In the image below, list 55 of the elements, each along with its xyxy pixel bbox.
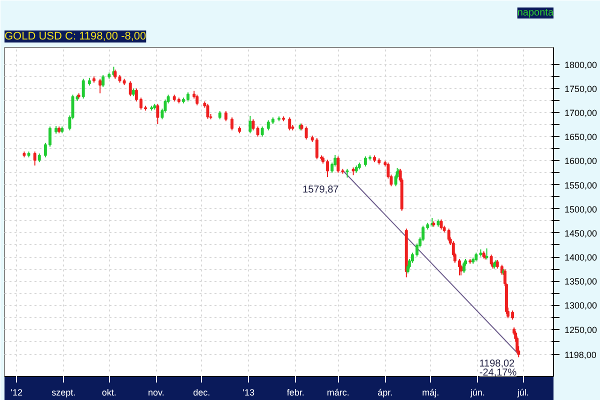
- x-tick-label: jún.: [469, 388, 485, 398]
- y-tick-label: 1450,00: [564, 228, 598, 238]
- candlestick: [206, 103, 210, 120]
- x-tick-label: nov.: [148, 388, 164, 398]
- x-tick-label: '13: [242, 388, 255, 398]
- candlestick: [224, 110, 228, 122]
- y-tick-label: 1250,00: [564, 324, 598, 335]
- candlestick: [114, 69, 117, 80]
- y-tick-label: 1550,00: [564, 180, 598, 190]
- y-tick-label: 1300,00: [564, 300, 598, 311]
- y-tick-label: 1750,00: [564, 84, 598, 94]
- annotation: 1198,02: [479, 358, 516, 370]
- candlestick: [447, 228, 450, 242]
- annotation: 1579,87: [302, 184, 340, 196]
- candlestick: [336, 156, 340, 174]
- y-tick-label: 1500,00: [564, 204, 598, 214]
- candlestick: [440, 218, 443, 230]
- x-tick-label: dec.: [193, 388, 210, 398]
- y-tick-label: 1800,00: [564, 60, 598, 70]
- y-tick-label: 1700,00: [564, 108, 598, 118]
- x-tick-label: '12: [10, 388, 22, 398]
- x-tick-label: okt.: [102, 388, 116, 398]
- x-tick-label: ápr.: [378, 388, 393, 398]
- chart-subtitle: naponta: [517, 8, 554, 18]
- x-tick-label: febr.: [286, 388, 304, 398]
- candlestick: [490, 254, 493, 266]
- candlestick: [33, 151, 36, 166]
- y-tick-label: 1350,00: [564, 276, 598, 287]
- x-tick-label: máj.: [422, 388, 440, 398]
- candlestick: [156, 103, 160, 125]
- y-tick-label: 1650,00: [564, 132, 598, 142]
- candlestick: [315, 138, 318, 160]
- candlestick: [248, 115, 252, 134]
- candlestick: [252, 118, 255, 131]
- candlestick: [82, 78, 85, 100]
- annotation: -24,17%: [479, 367, 517, 378]
- candlestick: [98, 78, 102, 94]
- y-tick-label: 1400,00: [564, 252, 598, 263]
- candlestick: [288, 116, 292, 131]
- candlestick: [230, 116, 234, 131]
- x-tick-label: márc.: [326, 388, 350, 398]
- candlestick: [128, 80, 132, 97]
- candlestick: [102, 74, 105, 88]
- candlestick: [260, 126, 264, 138]
- candlestick: [134, 88, 138, 102]
- y-tick-label: 1600,00: [564, 156, 598, 166]
- candlestick: [196, 94, 199, 106]
- candlestick: [186, 92, 190, 102]
- candlestick: [256, 126, 260, 138]
- chart-title: GOLD USD C: 1198,00 -8,00: [4, 30, 146, 42]
- x-tick-label: szept.: [52, 388, 76, 398]
- candlestick: [458, 258, 461, 276]
- x-tick-label: júl.: [516, 388, 529, 398]
- y-tick-label: 1198,00: [564, 350, 596, 360]
- candlestick: [304, 126, 308, 140]
